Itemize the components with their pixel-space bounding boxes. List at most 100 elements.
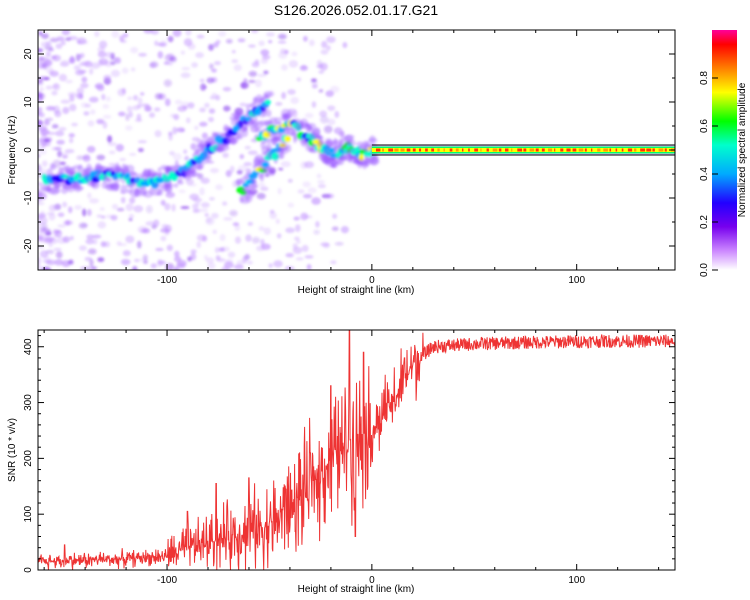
- noise-speckle: [258, 226, 265, 231]
- noise-speckle: [172, 30, 182, 37]
- noise-speckle: [199, 78, 205, 83]
- steady-band-core: [566, 148, 571, 152]
- noise-speckle: [38, 31, 43, 36]
- noise-speckle: [103, 74, 112, 81]
- noise-speckle: [108, 162, 116, 167]
- noise-speckle: [111, 203, 119, 210]
- noise-speckle: [107, 135, 113, 143]
- noise-speckle: [185, 117, 191, 124]
- noise-speckle: [244, 145, 251, 150]
- noise-speckle: [59, 61, 69, 67]
- noise-speckle: [302, 193, 313, 199]
- noise-speckle: [296, 77, 302, 82]
- colorbar-gradient: [712, 30, 737, 270]
- noise-speckle: [43, 58, 53, 67]
- snr-panel: -100 0 100 0 100 200 300 400 Height of straight…: [7, 329, 676, 595]
- noise-speckle: [180, 205, 190, 210]
- noise-speckle: [50, 55, 57, 60]
- steady-band-core: [578, 148, 584, 152]
- noise-speckle: [211, 68, 217, 73]
- noise-speckle: [157, 258, 163, 267]
- lower-branch-halo: [259, 172, 265, 182]
- steady-band-core: [388, 148, 394, 152]
- noise-speckle: [306, 263, 312, 270]
- noise-speckle: [38, 125, 48, 132]
- noise-speckle: [320, 49, 329, 55]
- noise-speckle: [143, 30, 154, 34]
- noise-speckle: [157, 51, 164, 59]
- main-ridge-halo: [77, 164, 84, 175]
- noise-speckle: [176, 259, 187, 267]
- noise-speckle: [128, 152, 137, 156]
- noise-speckle: [183, 38, 193, 47]
- noise-speckle: [209, 63, 214, 70]
- converging-ridge-halo: [347, 138, 356, 149]
- steady-band-core: [474, 148, 479, 152]
- snr-xtick-label: -100: [157, 575, 177, 586]
- noise-speckle: [98, 40, 108, 49]
- noise-speckle: [76, 87, 84, 95]
- noise-speckle: [130, 67, 136, 72]
- main-ridge-halo: [147, 168, 152, 179]
- noise-speckle: [234, 236, 242, 244]
- noise-speckle: [74, 204, 83, 210]
- noise-speckle: [146, 205, 153, 214]
- chart-title: S126.2026.052.01.17.G21: [274, 2, 438, 18]
- noise-speckle: [319, 110, 328, 118]
- noise-speckle: [57, 212, 65, 218]
- noise-speckle: [276, 233, 282, 239]
- noise-speckle: [273, 260, 283, 268]
- noise-speckle: [90, 109, 96, 115]
- noise-speckle: [260, 186, 269, 192]
- noise-speckle: [331, 226, 339, 231]
- noise-speckle: [293, 216, 300, 221]
- noise-speckle: [80, 40, 89, 45]
- noise-speckle: [58, 73, 68, 82]
- noise-speckle: [194, 201, 201, 206]
- steady-band-core: [394, 148, 399, 152]
- noise-speckle: [219, 233, 226, 242]
- upper-branch-halo: [254, 126, 262, 133]
- noise-speckle: [321, 40, 328, 49]
- noise-speckle: [69, 94, 75, 102]
- noise-speckle: [160, 235, 167, 242]
- noise-speckle: [38, 192, 43, 198]
- noise-speckle: [55, 130, 65, 137]
- noise-speckle: [77, 54, 84, 59]
- steady-band-core: [597, 148, 601, 152]
- noise-speckle: [180, 72, 191, 79]
- noise-speckle: [232, 222, 240, 227]
- noise-speckle: [225, 170, 232, 178]
- noise-speckle: [78, 69, 87, 74]
- spectrogram-xtick-label: 100: [568, 275, 585, 286]
- noise-speckle: [163, 79, 172, 87]
- noise-speckle: [247, 260, 253, 265]
- noise-speckle: [45, 85, 53, 90]
- noise-speckle: [140, 92, 145, 96]
- noise-speckle: [313, 229, 320, 235]
- noise-speckle: [212, 229, 217, 235]
- steady-band-core: [584, 148, 587, 152]
- noise-speckle: [92, 238, 98, 245]
- noise-speckle: [67, 259, 74, 265]
- noise-speckle: [102, 121, 108, 129]
- steady-band-core: [554, 148, 556, 152]
- snr-frame: [37, 329, 676, 571]
- noise-speckle: [277, 40, 287, 44]
- noise-speckle: [199, 121, 208, 127]
- converging-ridge-halo: [325, 138, 334, 148]
- noise-speckle: [38, 216, 43, 220]
- noise-speckle: [182, 105, 189, 110]
- noise-speckle: [215, 39, 221, 45]
- noise-speckle: [239, 153, 245, 160]
- noise-speckle: [45, 117, 54, 122]
- noise-speckle: [38, 168, 48, 174]
- noise-speckle: [132, 105, 140, 111]
- noise-speckle: [173, 266, 179, 270]
- noise-speckle: [319, 115, 329, 124]
- main-ridge-halo: [125, 164, 135, 173]
- noise-speckle: [51, 124, 59, 129]
- noise-speckle: [87, 120, 95, 127]
- noise-speckle: [231, 49, 236, 54]
